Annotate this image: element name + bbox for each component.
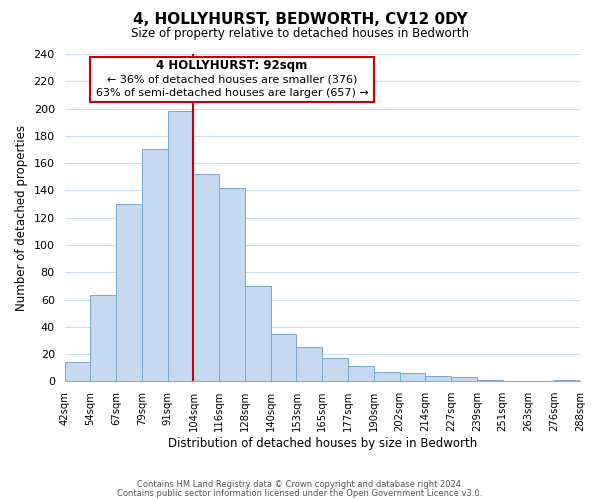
Bar bbox=[296, 347, 322, 382]
Bar bbox=[219, 188, 245, 382]
Bar bbox=[193, 174, 219, 382]
Text: 4 HOLLYHURST: 92sqm: 4 HOLLYHURST: 92sqm bbox=[157, 60, 308, 72]
X-axis label: Distribution of detached houses by size in Bedworth: Distribution of detached houses by size … bbox=[167, 437, 477, 450]
Y-axis label: Number of detached properties: Number of detached properties bbox=[15, 124, 28, 310]
Bar bbox=[91, 296, 116, 382]
Text: 63% of semi-detached houses are larger (657) →: 63% of semi-detached houses are larger (… bbox=[95, 88, 368, 98]
Bar bbox=[245, 286, 271, 382]
FancyBboxPatch shape bbox=[91, 56, 374, 102]
Text: Contains HM Land Registry data © Crown copyright and database right 2024.: Contains HM Land Registry data © Crown c… bbox=[137, 480, 463, 489]
Bar bbox=[400, 373, 425, 382]
Text: Size of property relative to detached houses in Bedworth: Size of property relative to detached ho… bbox=[131, 28, 469, 40]
Bar bbox=[167, 112, 193, 382]
Bar bbox=[425, 376, 451, 382]
Bar bbox=[322, 358, 348, 382]
Text: 4, HOLLYHURST, BEDWORTH, CV12 0DY: 4, HOLLYHURST, BEDWORTH, CV12 0DY bbox=[133, 12, 467, 28]
Text: ← 36% of detached houses are smaller (376): ← 36% of detached houses are smaller (37… bbox=[107, 74, 357, 85]
Bar bbox=[348, 366, 374, 382]
Text: Contains public sector information licensed under the Open Government Licence v3: Contains public sector information licen… bbox=[118, 489, 482, 498]
Bar bbox=[451, 378, 477, 382]
Bar bbox=[271, 334, 296, 382]
Bar bbox=[374, 372, 400, 382]
Bar bbox=[554, 380, 580, 382]
Bar bbox=[116, 204, 142, 382]
Bar bbox=[142, 150, 167, 382]
Bar bbox=[477, 380, 503, 382]
Bar bbox=[65, 362, 91, 382]
